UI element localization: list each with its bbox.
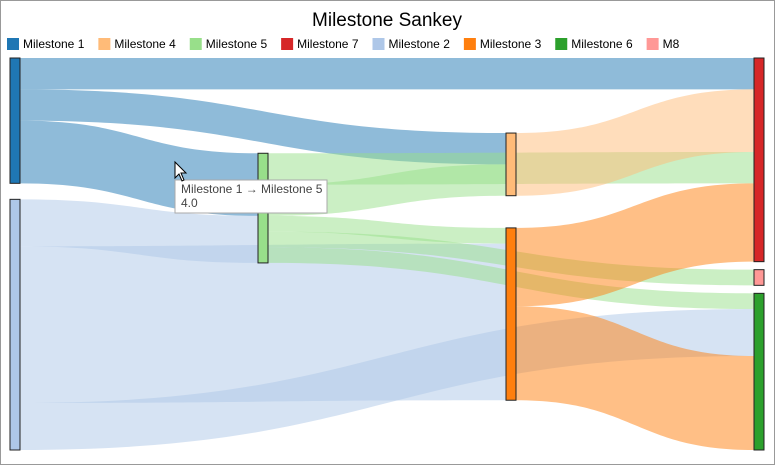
legend-label: Milestone 1: [23, 37, 85, 51]
link: [516, 89, 754, 196]
node: [505, 132, 517, 197]
legend-label: Milestone 2: [389, 37, 451, 51]
cursor: [174, 160, 188, 182]
legend-swatch: [7, 38, 19, 50]
legend-label: M8: [663, 37, 680, 51]
link: [516, 183, 754, 307]
link: [20, 89, 506, 165]
legend-swatch: [372, 38, 385, 50]
legend-swatch: [98, 38, 111, 50]
link: [20, 58, 754, 90]
legend-label: Milestone 7: [297, 37, 359, 51]
tooltip-box: [174, 179, 328, 214]
legend-label: Milestone 5: [206, 37, 268, 51]
legend-label: Milestone 4: [114, 37, 176, 51]
tooltip-link: Milestone 1 → Milestone 5: [181, 182, 323, 196]
node: [753, 57, 765, 263]
node: [753, 269, 765, 286]
legend-swatch: [555, 38, 568, 50]
legend-label: Milestone 6: [571, 37, 633, 51]
tooltip-value: 4.0: [181, 196, 198, 210]
tooltip: Milestone 1 → Milestone 5 4.0: [174, 179, 328, 214]
legend-swatch: [463, 38, 476, 50]
node: [753, 292, 765, 451]
legend: Milestone 1 Milestone 4 Milestone 5 Milesto…: [7, 37, 680, 51]
link: [268, 215, 506, 244]
legend-label: Milestone 3: [480, 37, 542, 51]
node: [505, 227, 517, 401]
link: [516, 306, 754, 450]
legend-swatch: [281, 38, 294, 50]
legend-swatch: [646, 38, 659, 50]
node: [9, 198, 21, 451]
chart-title: Milestone Sankey: [312, 10, 462, 31]
node: [9, 57, 21, 184]
legend-swatch: [189, 38, 202, 50]
